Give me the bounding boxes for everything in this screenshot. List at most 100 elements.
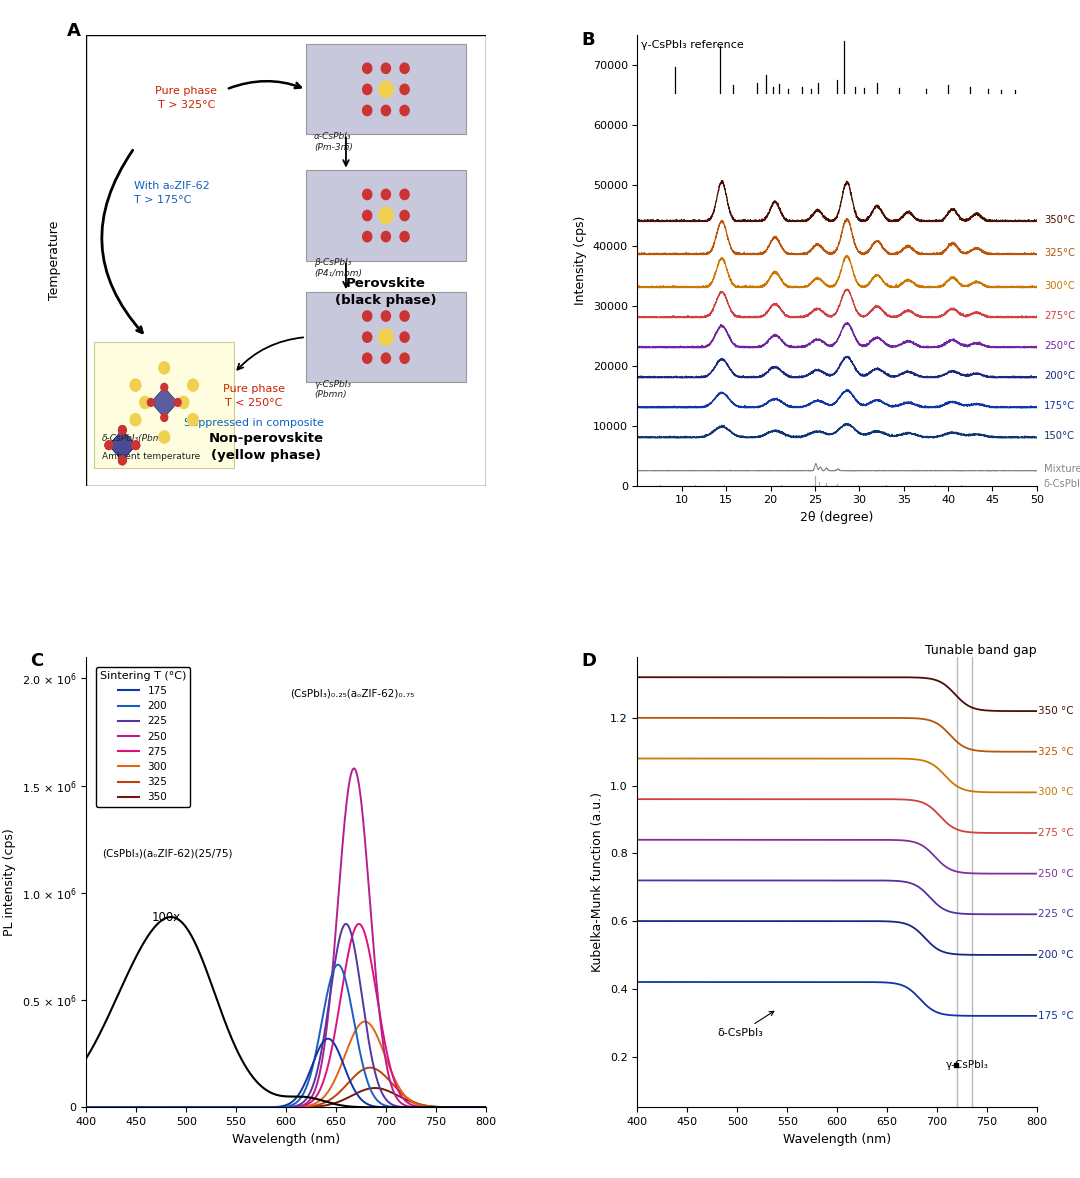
Circle shape [33, 441, 41, 450]
Circle shape [132, 522, 139, 530]
Text: α-CsPbI₃
(Pm-3m̅): α-CsPbI₃ (Pm-3m̅) [314, 132, 353, 152]
Text: 100x: 100x [151, 911, 180, 924]
Circle shape [119, 507, 126, 515]
Text: B: B [581, 31, 595, 48]
Bar [306, 45, 465, 134]
Bar [306, 171, 465, 260]
X-axis label: Wavelength (nm): Wavelength (nm) [783, 1132, 891, 1145]
Text: Perovskite
(black phase): Perovskite (black phase) [335, 277, 436, 307]
Text: (CsPbI₃)(aₒZIF-62)(25/75): (CsPbI₃)(aₒZIF-62)(25/75) [103, 848, 233, 859]
Text: Non-perovskite
(yellow phase): Non-perovskite (yellow phase) [208, 432, 324, 463]
Circle shape [132, 441, 139, 450]
Circle shape [46, 425, 54, 435]
Circle shape [46, 507, 54, 515]
Circle shape [379, 81, 393, 98]
Circle shape [119, 537, 126, 545]
Circle shape [381, 231, 391, 241]
Circle shape [46, 456, 54, 464]
Circle shape [105, 441, 112, 450]
Circle shape [400, 105, 409, 115]
Circle shape [60, 522, 68, 530]
Circle shape [379, 207, 393, 224]
Circle shape [131, 379, 140, 391]
Polygon shape [109, 430, 136, 461]
Circle shape [46, 507, 54, 515]
Circle shape [46, 507, 54, 515]
Polygon shape [37, 511, 64, 542]
Circle shape [174, 398, 181, 406]
Y-axis label: Intensity (cps): Intensity (cps) [575, 216, 588, 305]
Circle shape [363, 64, 372, 73]
Circle shape [363, 231, 372, 241]
Circle shape [363, 190, 372, 199]
Circle shape [60, 522, 68, 530]
Circle shape [46, 425, 54, 435]
Circle shape [119, 456, 126, 464]
Text: Ambient temperature: Ambient temperature [103, 452, 201, 461]
Polygon shape [109, 511, 136, 542]
Text: 325°C: 325°C [1044, 247, 1075, 258]
Circle shape [363, 105, 372, 115]
Circle shape [60, 441, 68, 450]
Polygon shape [109, 430, 136, 461]
Text: 275 °C: 275 °C [1038, 828, 1074, 838]
Text: γ-CsPbI₃: γ-CsPbI₃ [945, 1060, 988, 1070]
Circle shape [119, 456, 126, 464]
Text: γ-CsPbI₃
(Pbmn): γ-CsPbI₃ (Pbmn) [314, 379, 351, 399]
Text: Tunable band gap: Tunable band gap [926, 644, 1037, 657]
Circle shape [381, 64, 391, 73]
Polygon shape [37, 430, 64, 461]
Text: β-CsPbI₃
(P4₁/mbm): β-CsPbI₃ (P4₁/mbm) [314, 258, 362, 278]
Text: Suppressed in composite: Suppressed in composite [185, 418, 324, 428]
Circle shape [188, 413, 199, 425]
Text: (CsPbI₃)₀.₂₅(aₒZIF-62)₀.₇₅: (CsPbI₃)₀.₂₅(aₒZIF-62)₀.₇₅ [291, 688, 415, 699]
Circle shape [46, 537, 54, 545]
Text: 175°C: 175°C [1044, 401, 1075, 411]
Text: With aₒZIF-62
T > 175°C: With aₒZIF-62 T > 175°C [134, 181, 211, 205]
Circle shape [46, 456, 54, 464]
Text: 175 °C: 175 °C [1038, 1011, 1074, 1021]
Text: 350 °C: 350 °C [1038, 706, 1074, 716]
Text: 350°C: 350°C [1044, 214, 1075, 225]
Polygon shape [37, 430, 64, 461]
Text: δ-CsPbI₃(Pbmn): δ-CsPbI₃(Pbmn) [103, 434, 172, 443]
Bar [306, 292, 465, 382]
Circle shape [119, 425, 126, 435]
Circle shape [400, 332, 409, 343]
Text: 250°C: 250°C [1044, 340, 1075, 351]
Circle shape [33, 522, 41, 530]
Polygon shape [37, 511, 64, 542]
Polygon shape [109, 430, 136, 461]
Circle shape [381, 190, 391, 199]
Circle shape [119, 537, 126, 545]
Circle shape [119, 425, 126, 435]
Text: 325 °C: 325 °C [1038, 747, 1074, 756]
Polygon shape [109, 511, 136, 542]
Circle shape [119, 507, 126, 515]
Bar [94, 342, 234, 468]
Text: Pure phase
T > 325°C: Pure phase T > 325°C [156, 86, 217, 111]
Circle shape [60, 441, 68, 450]
Circle shape [105, 522, 112, 530]
Text: 300°C: 300°C [1044, 280, 1075, 291]
Circle shape [400, 211, 409, 220]
Circle shape [159, 362, 170, 373]
Circle shape [178, 396, 189, 409]
Circle shape [159, 431, 170, 443]
Text: C: C [30, 653, 44, 670]
Legend: 175, 200, 225, 250, 275, 300, 325, 350: 175, 200, 225, 250, 275, 300, 325, 350 [96, 667, 190, 807]
Text: 300 °C: 300 °C [1038, 787, 1074, 798]
Circle shape [46, 425, 54, 435]
Circle shape [46, 537, 54, 545]
Circle shape [131, 413, 140, 425]
Y-axis label: Kubelka-Munk function (a.u.): Kubelka-Munk function (a.u.) [592, 792, 605, 972]
Polygon shape [109, 511, 136, 542]
Circle shape [119, 456, 126, 464]
Circle shape [46, 456, 54, 464]
Circle shape [363, 353, 372, 363]
Circle shape [132, 522, 139, 530]
Text: 250 °C: 250 °C [1038, 868, 1074, 879]
Circle shape [400, 190, 409, 199]
Text: D: D [581, 653, 596, 670]
Circle shape [381, 353, 391, 363]
